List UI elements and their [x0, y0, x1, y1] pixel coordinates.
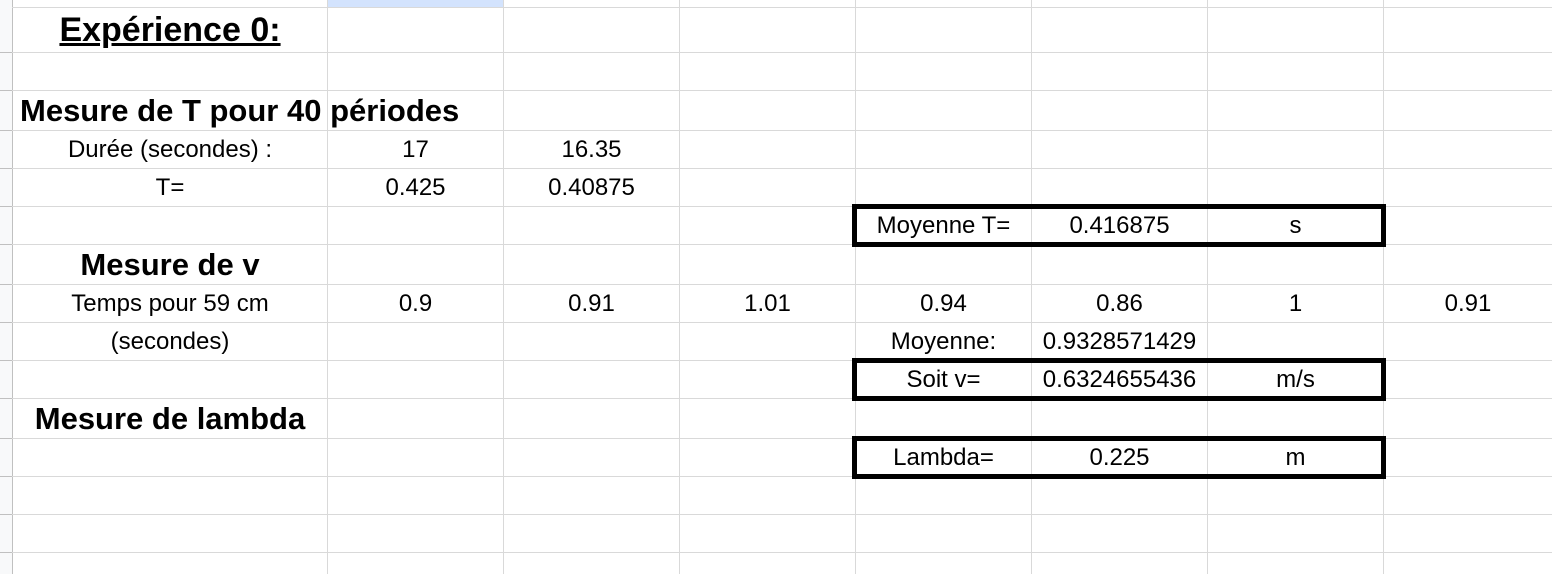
column-gridline	[503, 0, 504, 574]
row-header-divider	[0, 284, 12, 285]
velocity-section-heading[interactable]: Mesure de v	[80, 247, 260, 282]
row-header-divider	[0, 244, 12, 245]
velocity-result-box	[852, 358, 1386, 401]
duration-value-cell[interactable]: 17	[402, 135, 429, 163]
row-header-divider	[0, 206, 12, 207]
mean-t-value[interactable]: 0.416875	[1069, 211, 1170, 239]
row-header-divider	[0, 52, 12, 53]
row-header-divider	[0, 322, 12, 323]
row-gridline	[12, 244, 1552, 245]
t-label[interactable]: T=	[155, 173, 185, 201]
column-gridline	[679, 0, 680, 574]
row-header-divider	[0, 476, 12, 477]
time-label-line2[interactable]: (secondes)	[110, 327, 230, 355]
time-value-cell[interactable]: 0.91	[568, 289, 615, 317]
row-gridline	[12, 206, 1552, 207]
time-value-cell[interactable]: 0.94	[920, 289, 967, 317]
row-gridline	[12, 552, 1552, 553]
velocity-unit[interactable]: m/s	[1276, 365, 1315, 393]
time-value-cell[interactable]: 1	[1288, 289, 1303, 317]
duration-value-cell[interactable]: 16.35	[561, 135, 622, 163]
row-header-divider	[0, 360, 12, 361]
row-gridline	[12, 7, 1552, 8]
row-gridline	[12, 438, 1552, 439]
row-header-divider	[0, 398, 12, 399]
row-gridline	[12, 476, 1552, 477]
row-header-divider	[0, 168, 12, 169]
row-header-divider	[0, 552, 12, 553]
time-value-cell[interactable]: 0.86	[1096, 289, 1143, 317]
lambda-label[interactable]: Lambda=	[893, 443, 994, 471]
experiment-title[interactable]: Expérience 0:	[59, 11, 281, 49]
row-header-strip[interactable]	[0, 0, 13, 574]
row-gridline	[12, 284, 1552, 285]
row-gridline	[12, 130, 1552, 131]
column-gridline	[327, 0, 328, 574]
row-gridline	[12, 514, 1552, 515]
t-value-cell[interactable]: 0.40875	[548, 173, 635, 201]
mean-t-result-box	[852, 204, 1386, 247]
row-gridline	[12, 322, 1552, 323]
row-header-divider	[0, 130, 12, 131]
row-gridline	[12, 52, 1552, 53]
velocity-label[interactable]: Soit v=	[906, 365, 981, 393]
column-gridline	[1031, 0, 1032, 574]
time-mean-label[interactable]: Moyenne:	[890, 327, 997, 355]
period-section-heading[interactable]: Mesure de T pour 40 périodes	[20, 93, 460, 128]
duration-label[interactable]: Durée (secondes) :	[67, 135, 273, 163]
lambda-section-heading[interactable]: Mesure de lambda	[34, 401, 306, 436]
time-value-cell[interactable]: 0.9	[398, 289, 433, 317]
column-gridline	[855, 0, 856, 574]
lambda-unit[interactable]: m	[1285, 443, 1306, 471]
row-header-divider	[0, 514, 12, 515]
time-value-cell[interactable]: 1.01	[744, 289, 791, 317]
t-value-cell[interactable]: 0.425	[385, 173, 446, 201]
time-value-cell[interactable]: 0.91	[1444, 289, 1492, 317]
mean-t-unit[interactable]: s	[1289, 211, 1302, 239]
time-mean-value[interactable]: 0.9328571429	[1042, 327, 1197, 355]
row-gridline	[12, 168, 1552, 169]
time-label-line1[interactable]: Temps pour 59 cm	[71, 289, 269, 317]
column-gridline	[1207, 0, 1208, 574]
row-gridline	[12, 90, 1552, 91]
row-header-divider	[0, 438, 12, 439]
mean-t-label[interactable]: Moyenne T=	[876, 211, 1011, 239]
column-gridline	[1383, 0, 1384, 574]
row-gridline	[12, 360, 1552, 361]
velocity-value[interactable]: 0.6324655436	[1042, 365, 1197, 393]
lambda-value[interactable]: 0.225	[1089, 443, 1150, 471]
row-header-divider	[0, 90, 12, 91]
lambda-result-box	[852, 436, 1386, 479]
row-gridline	[12, 398, 1552, 399]
